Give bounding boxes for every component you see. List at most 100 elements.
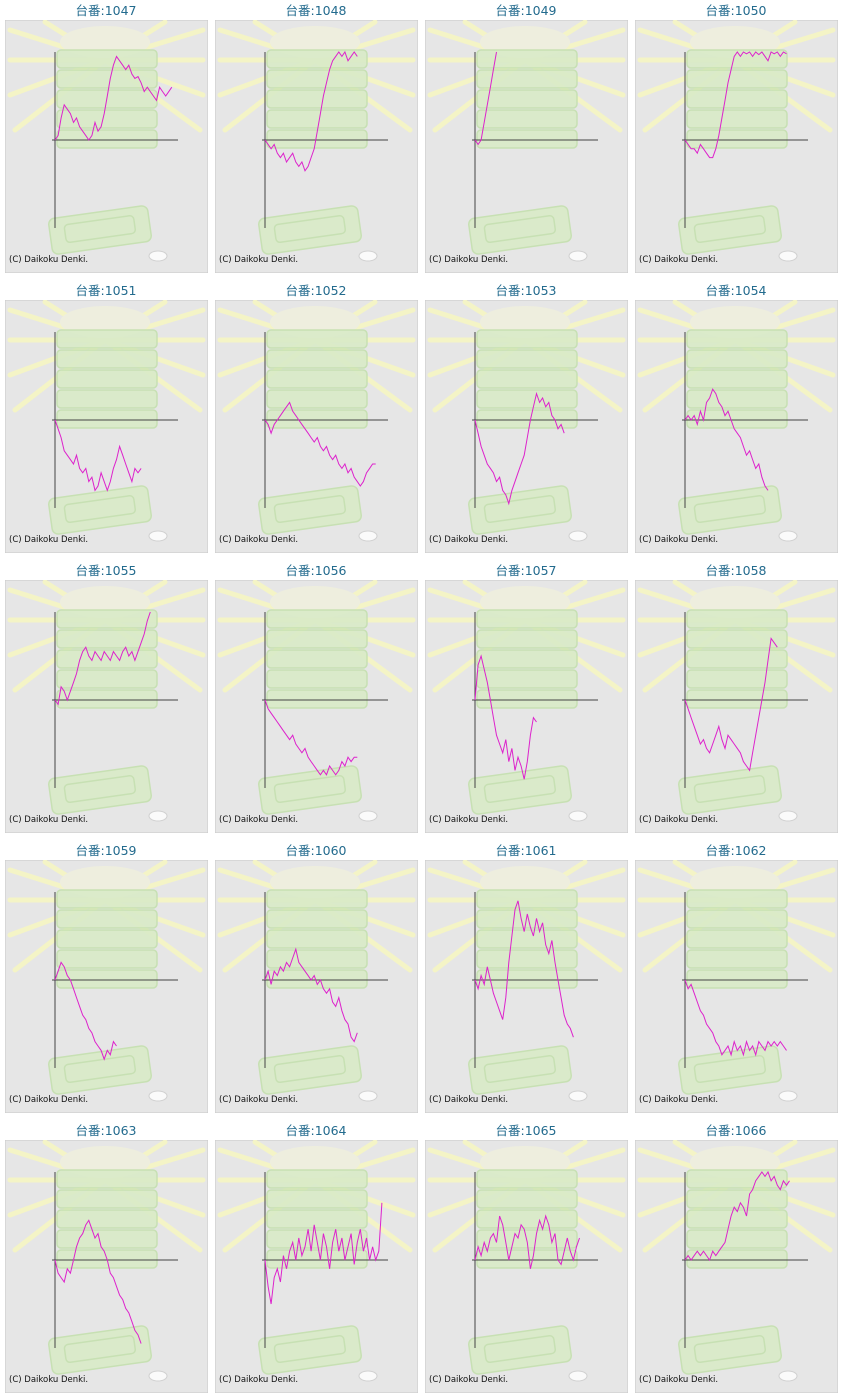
chart-panel: 台番:1063 (C) Daikoku Denki.: [5, 1123, 208, 1393]
chart-title: 台番:1058: [705, 563, 766, 578]
data-line: [684, 1170, 790, 1262]
copyright: (C) Daikoku Denki.: [219, 815, 298, 825]
chart-title: 台番:1056: [285, 563, 346, 578]
panel-background: [5, 1140, 208, 1393]
data-line: [54, 1219, 142, 1344]
data-line: [54, 419, 142, 492]
chart-panel: 台番:1057 (C) Daikoku Denki.: [425, 563, 628, 833]
data-line: [264, 699, 358, 776]
chart-title: 台番:1048: [285, 3, 346, 18]
panel-background: [215, 580, 418, 833]
copyright: (C) Daikoku Denki.: [639, 535, 718, 545]
data-line: [684, 388, 769, 491]
chart-panel: 台番:1061 (C) Daikoku Denki.: [425, 843, 628, 1113]
chart-title: 台番:1054: [705, 283, 766, 298]
data-line: [684, 637, 778, 772]
chart-title: 台番:1062: [705, 843, 766, 858]
panel-background: [635, 300, 838, 553]
chart-panel: 台番:1058 (C) Daikoku Denki.: [635, 563, 838, 833]
panel-background: [5, 300, 208, 553]
chart-panel: 台番:1065 (C) Daikoku Denki.: [425, 1123, 628, 1393]
copyright: (C) Daikoku Denki.: [639, 1095, 718, 1105]
copyright: (C) Daikoku Denki.: [219, 1095, 298, 1105]
copyright: (C) Daikoku Denki.: [9, 535, 88, 545]
panel-background: [215, 20, 418, 273]
chart-title: 台番:1059: [75, 843, 136, 858]
data-line: [474, 1214, 580, 1269]
chart-title: 台番:1057: [495, 563, 556, 578]
chart-title: 台番:1051: [75, 283, 136, 298]
chart-title: 台番:1066: [705, 1123, 766, 1138]
chart-panel: 台番:1052 (C) Daikoku Denki.: [215, 283, 418, 553]
data-line: [474, 391, 565, 506]
chart-panel: 台番:1060 (C) Daikoku Denki.: [215, 843, 418, 1113]
data-line: [54, 611, 151, 706]
panel-background: [635, 860, 838, 1113]
panel-background: [425, 580, 628, 833]
panel-background: [635, 580, 838, 833]
chart-title: 台番:1055: [75, 563, 136, 578]
chart-panel: 台番:1054 (C) Daikoku Denki.: [635, 283, 838, 553]
chart-panel: 台番:1056 (C) Daikoku Denki.: [215, 563, 418, 833]
data-line: [684, 51, 787, 159]
chart-title: 台番:1065: [495, 1123, 556, 1138]
data-line: [264, 50, 358, 172]
data-line: [474, 654, 537, 780]
chart-title: 台番:1064: [285, 1123, 346, 1138]
copyright: (C) Daikoku Denki.: [429, 815, 508, 825]
chart-title: 台番:1047: [75, 3, 136, 18]
data-line: [474, 51, 497, 146]
chart-panel: 台番:1050 (C) Daikoku Denki.: [635, 3, 838, 273]
panel-background: [425, 860, 628, 1113]
copyright: (C) Daikoku Denki.: [9, 255, 88, 265]
copyright: (C) Daikoku Denki.: [429, 1095, 508, 1105]
panel-background: [5, 20, 208, 273]
chart-title: 台番:1052: [285, 283, 346, 298]
panel-background: [635, 1140, 838, 1393]
chart-panel: 台番:1051 (C) Daikoku Denki.: [5, 283, 208, 553]
panel-background: [215, 1140, 418, 1393]
chart-panel: 台番:1048 (C) Daikoku Denki.: [215, 3, 418, 273]
panel-background: [425, 20, 628, 273]
chart-title: 台番:1060: [285, 843, 346, 858]
panel-background: [215, 860, 418, 1113]
data-line: [54, 55, 173, 141]
data-line: [54, 961, 117, 1061]
data-line: [474, 900, 574, 1038]
chart-panel: 台番:1049 (C) Daikoku Denki.: [425, 3, 628, 273]
panel-background: [5, 580, 208, 833]
chart-title: 台番:1061: [495, 843, 556, 858]
copyright: (C) Daikoku Denki.: [639, 1375, 718, 1385]
chart-panel: 台番:1059 (C) Daikoku Denki.: [5, 843, 208, 1113]
chart-title: 台番:1063: [75, 1123, 136, 1138]
copyright: (C) Daikoku Denki.: [9, 1095, 88, 1105]
data-line: [264, 1202, 383, 1305]
chart-panel: 台番:1055 (C) Daikoku Denki.: [5, 563, 208, 833]
copyright: (C) Daikoku Denki.: [219, 255, 298, 265]
copyright: (C) Daikoku Denki.: [219, 1375, 298, 1385]
panel-background: [5, 860, 208, 1113]
copyright: (C) Daikoku Denki.: [639, 255, 718, 265]
chart-title: 台番:1049: [495, 3, 556, 18]
panel-background: [425, 300, 628, 553]
copyright: (C) Daikoku Denki.: [429, 535, 508, 545]
copyright: (C) Daikoku Denki.: [9, 1375, 88, 1385]
data-line: [264, 401, 376, 487]
copyright: (C) Daikoku Denki.: [219, 535, 298, 545]
data-line: [264, 947, 358, 1043]
copyright: (C) Daikoku Denki.: [9, 815, 88, 825]
chart-panel: 台番:1053 (C) Daikoku Denki.: [425, 283, 628, 553]
chart-panel: 台番:1062 (C) Daikoku Denki.: [635, 843, 838, 1113]
chart-panel: 台番:1047 (C) Daikoku Denki.: [5, 3, 208, 273]
panel-background: [635, 20, 838, 273]
data-line: [684, 979, 787, 1057]
copyright: (C) Daikoku Denki.: [429, 1375, 508, 1385]
chart-panel: 台番:1066 (C) Daikoku Denki.: [635, 1123, 838, 1393]
copyright: (C) Daikoku Denki.: [429, 255, 508, 265]
copyright: (C) Daikoku Denki.: [639, 815, 718, 825]
chart-panel: 台番:1064 (C) Daikoku Denki.: [215, 1123, 418, 1393]
panel-background: [425, 1140, 628, 1393]
chart-title: 台番:1053: [495, 283, 556, 298]
panel-background: [215, 300, 418, 553]
